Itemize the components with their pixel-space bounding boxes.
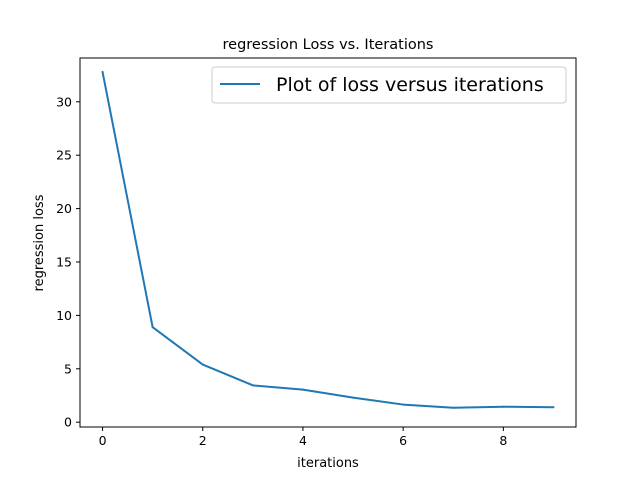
y-tick-label: 30	[56, 94, 72, 109]
y-tick-label: 25	[56, 148, 72, 163]
data-point	[352, 396, 355, 399]
y-tick-label: 0	[64, 415, 72, 430]
x-tick-label: 4	[299, 433, 307, 448]
y-axis-label: regression loss	[32, 194, 47, 291]
plot-area: 0 2 4 6 8 0 5 10 15 20 25 30	[56, 70, 555, 448]
x-tick-label: 2	[199, 433, 207, 448]
series-line-0	[101, 71, 554, 409]
axes-frame	[79, 57, 577, 428]
x-tick-label: 6	[399, 433, 407, 448]
data-point	[151, 326, 154, 329]
data-point	[502, 405, 505, 408]
data-point	[201, 363, 204, 366]
y-tick-label: 10	[56, 308, 72, 323]
x-axis-label: iterations	[297, 456, 359, 471]
y-tick-label: 5	[64, 361, 72, 376]
y-tick-label: 15	[56, 254, 72, 269]
legend-box	[211, 66, 567, 104]
data-point	[301, 388, 304, 391]
data-point	[101, 70, 104, 73]
chart-title: regression Loss vs. Iterations	[223, 37, 434, 53]
data-point	[402, 403, 405, 406]
data-point	[251, 384, 254, 387]
data-point	[452, 406, 455, 409]
x-tick-label: 0	[99, 433, 107, 448]
x-tick-label: 8	[499, 433, 507, 448]
y-tick-label: 20	[56, 201, 72, 216]
data-point	[552, 406, 555, 409]
legend-label: Plot of loss versus iterations	[276, 74, 544, 96]
legend: Plot of loss versus iterations	[211, 66, 567, 104]
